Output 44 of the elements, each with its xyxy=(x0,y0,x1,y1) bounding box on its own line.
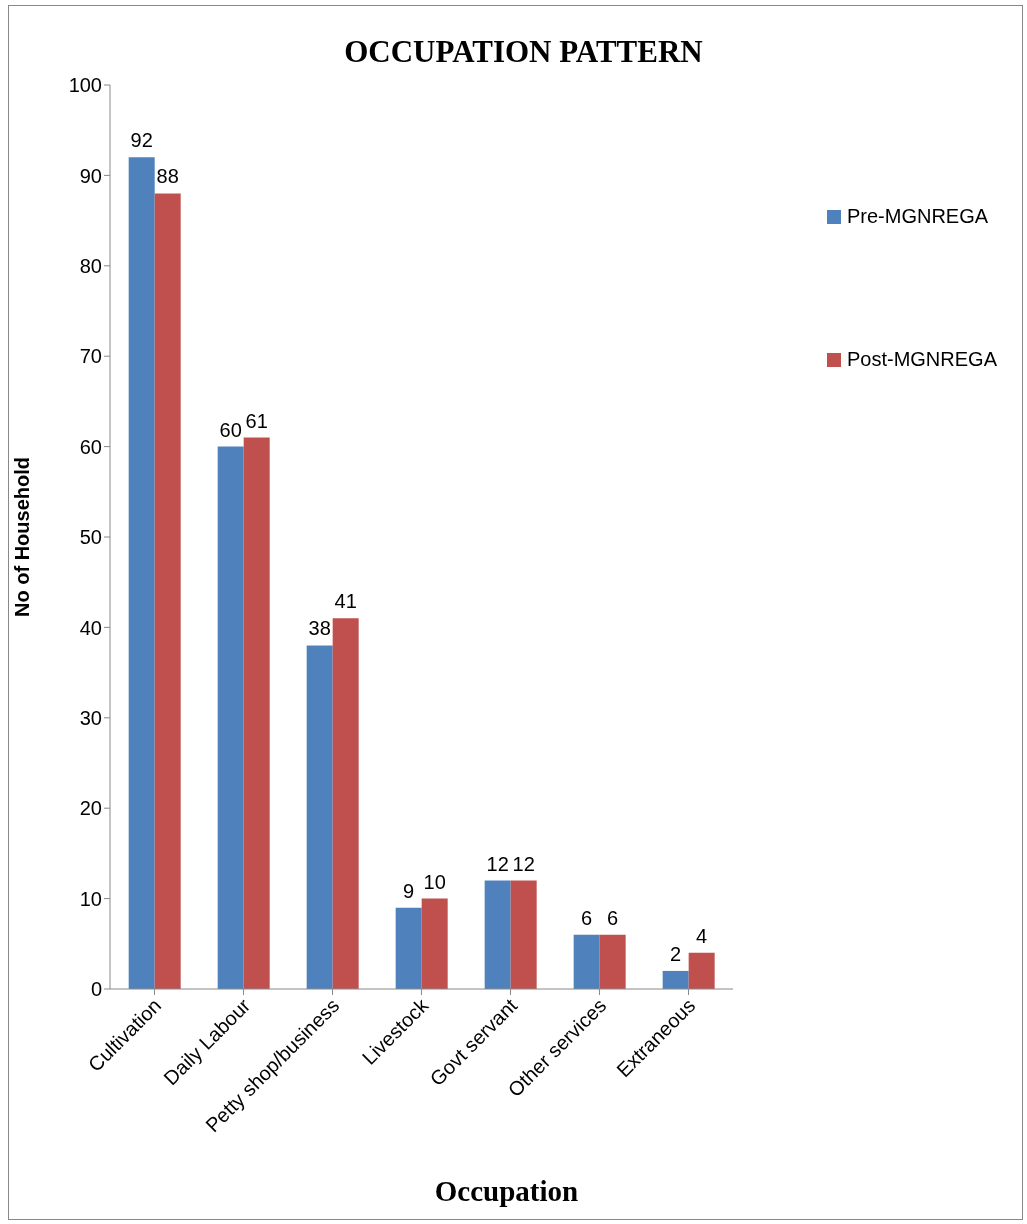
legend-label: Pre-MGNREGA xyxy=(846,205,989,228)
bar xyxy=(688,952,715,989)
bar xyxy=(332,618,359,989)
legend-label: Post-MGNREGA xyxy=(846,348,997,371)
y-tick-label: 40 xyxy=(79,616,102,639)
x-axis-title: Occupation xyxy=(433,1175,580,1208)
y-tick-label: 90 xyxy=(79,164,102,187)
data-label: 41 xyxy=(334,590,357,613)
y-tick-label: 70 xyxy=(79,345,102,368)
bar xyxy=(306,645,333,989)
data-label: 38 xyxy=(308,617,331,640)
bar xyxy=(154,193,181,989)
bar xyxy=(510,880,537,989)
data-label: 6 xyxy=(607,906,619,929)
data-label: 60 xyxy=(219,418,242,441)
data-label: 6 xyxy=(581,906,593,929)
bar xyxy=(128,157,155,989)
y-tick-label: 100 xyxy=(68,74,102,97)
y-tick-label: 60 xyxy=(79,435,102,458)
data-label: 2 xyxy=(670,942,682,965)
data-label: 12 xyxy=(512,852,535,875)
data-label: 10 xyxy=(423,870,446,893)
data-label: 92 xyxy=(130,129,153,152)
data-label: 9 xyxy=(403,879,415,902)
y-tick-label: 50 xyxy=(79,526,102,549)
y-tick-label: 0 xyxy=(90,978,102,1001)
y-tick-label: 20 xyxy=(79,797,102,820)
bar xyxy=(243,437,270,989)
y-tick-label: 30 xyxy=(79,706,102,729)
bar xyxy=(421,898,448,989)
y-axis-title: No of Household xyxy=(11,457,34,617)
bar xyxy=(395,907,422,989)
data-label: 88 xyxy=(156,165,179,188)
bar xyxy=(573,934,600,989)
chart-title: OCCUPATION PATTERN xyxy=(343,34,704,70)
data-label: 12 xyxy=(486,852,509,875)
y-tick-label: 10 xyxy=(79,887,102,910)
bar xyxy=(662,970,689,989)
bar xyxy=(217,446,244,989)
bar xyxy=(599,934,626,989)
data-label: 61 xyxy=(245,409,268,432)
bar xyxy=(484,880,511,989)
y-tick-label: 80 xyxy=(79,254,102,277)
data-label: 4 xyxy=(696,924,708,947)
